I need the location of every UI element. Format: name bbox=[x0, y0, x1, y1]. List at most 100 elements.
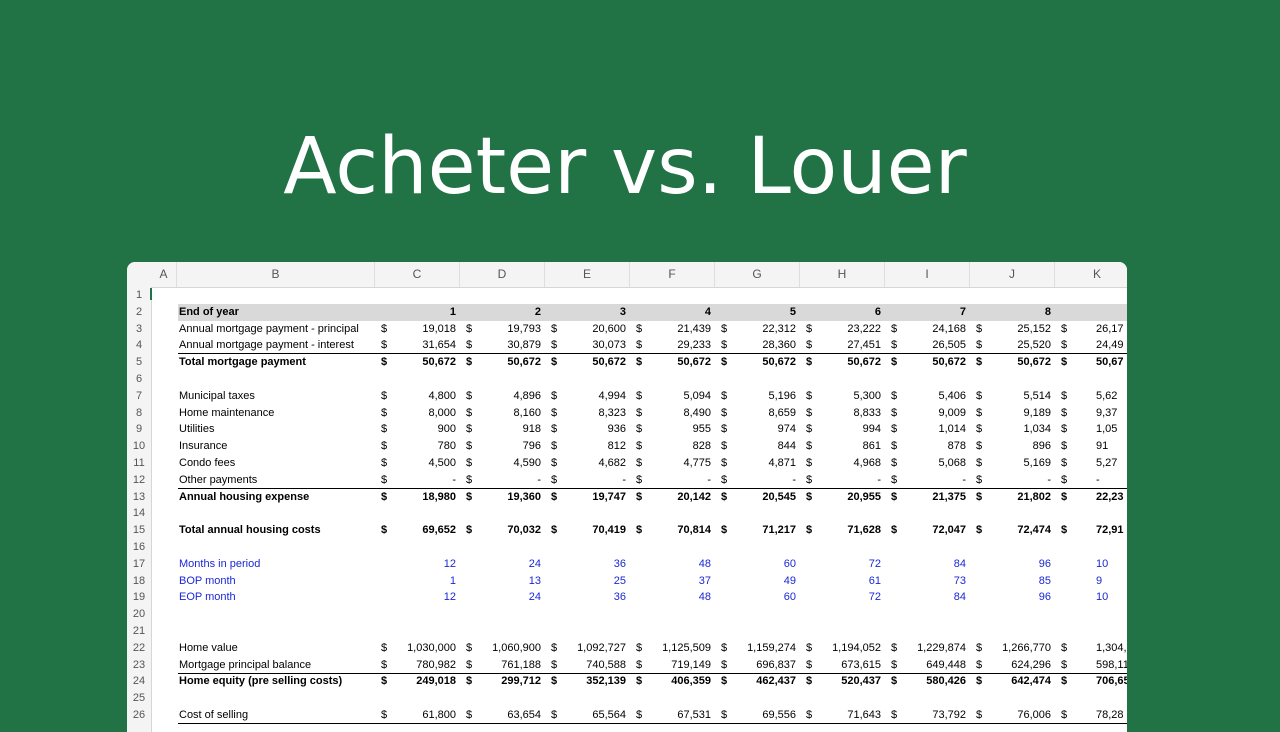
cell-value[interactable]: 12 bbox=[443, 591, 456, 604]
cell-value[interactable] bbox=[1069, 304, 1127, 321]
cell-value[interactable]: - bbox=[1047, 473, 1051, 486]
cell-value[interactable]: 896 bbox=[1032, 440, 1051, 453]
cell-value[interactable]: 22,23 bbox=[1096, 490, 1124, 503]
cell-value[interactable]: 8,323 bbox=[598, 406, 626, 419]
cell-value[interactable]: 27,451 bbox=[847, 339, 881, 352]
row-label[interactable]: BOP month bbox=[179, 574, 236, 587]
cell-value[interactable]: 29,233 bbox=[677, 339, 711, 352]
row-header-10[interactable]: 10 bbox=[132, 440, 146, 453]
cell-value[interactable]: 249,018 bbox=[416, 675, 456, 688]
row-label[interactable]: Insurance bbox=[179, 440, 228, 453]
column-header-d[interactable]: D bbox=[460, 262, 545, 287]
cell-value[interactable]: 1,060,900 bbox=[492, 641, 541, 654]
cell-value[interactable]: 50,672 bbox=[507, 356, 541, 369]
column-header-b[interactable]: B bbox=[177, 262, 375, 287]
row-header-14[interactable]: 14 bbox=[132, 507, 146, 520]
cell-value[interactable]: 19,360 bbox=[507, 490, 541, 503]
cell-value[interactable]: - bbox=[707, 473, 711, 486]
row-header-2[interactable]: 2 bbox=[135, 305, 143, 318]
cell-value[interactable]: 61,800 bbox=[422, 709, 456, 721]
cell-value[interactable]: 598,11 bbox=[1096, 658, 1127, 671]
row-label[interactable]: Annual mortgage payment - interest bbox=[179, 339, 354, 352]
cell-value[interactable]: 73,792 bbox=[932, 709, 966, 721]
cell-value[interactable]: 19,018 bbox=[422, 322, 456, 335]
cell-value[interactable]: 9 bbox=[1096, 574, 1103, 587]
row-label[interactable]: Annual housing expense bbox=[179, 490, 310, 503]
cell-value[interactable]: 25 bbox=[613, 574, 626, 587]
cell-value[interactable]: 37 bbox=[698, 574, 711, 587]
cell-value[interactable]: 50,672 bbox=[932, 356, 966, 369]
cell-value[interactable]: 28,360 bbox=[762, 339, 796, 352]
row-header-9[interactable]: 9 bbox=[135, 423, 143, 436]
cell-value[interactable]: 520,437 bbox=[841, 675, 881, 688]
row-label[interactable]: Total annual housing costs bbox=[179, 524, 321, 537]
row-header-18[interactable]: 18 bbox=[132, 574, 146, 587]
cell-value[interactable]: 63,654 bbox=[507, 709, 541, 721]
cell-value[interactable]: 50,672 bbox=[847, 356, 881, 369]
cell-value[interactable]: 10 bbox=[1096, 591, 1109, 604]
cell-value[interactable]: 5,27 bbox=[1096, 457, 1118, 469]
cell-value[interactable]: 649,448 bbox=[926, 658, 966, 671]
column-header-k[interactable]: K bbox=[1055, 262, 1127, 287]
row-label[interactable]: Condo fees bbox=[179, 457, 236, 469]
cell-value[interactable]: 30,073 bbox=[592, 339, 626, 352]
cell-value[interactable]: 4,968 bbox=[853, 457, 881, 469]
cell-value[interactable]: 5 bbox=[789, 305, 796, 318]
cell-value[interactable]: 761,188 bbox=[501, 658, 541, 671]
cell-value[interactable]: 1,092,727 bbox=[577, 641, 626, 654]
cell-value[interactable]: 25,520 bbox=[1017, 339, 1051, 352]
cell-value[interactable]: 780 bbox=[437, 440, 456, 453]
cell-value[interactable]: 1,159,274 bbox=[747, 641, 796, 654]
row-label[interactable]: Other payments bbox=[179, 473, 258, 486]
cell-value[interactable]: 974 bbox=[777, 423, 796, 436]
cell-value[interactable]: - bbox=[877, 473, 881, 486]
cell-value[interactable]: 5,068 bbox=[938, 457, 966, 469]
cell-value[interactable]: 60 bbox=[783, 591, 796, 604]
cell-value[interactable]: 8,490 bbox=[683, 406, 711, 419]
row-header-13[interactable]: 13 bbox=[132, 490, 146, 503]
row-header-4[interactable]: 4 bbox=[135, 339, 143, 352]
cell-value[interactable]: 20,545 bbox=[762, 490, 796, 503]
cell-value[interactable]: 4,800 bbox=[428, 389, 456, 402]
cell-value[interactable]: 12 bbox=[443, 557, 456, 570]
column-header-i[interactable]: I bbox=[885, 262, 970, 287]
cell-value[interactable]: 84 bbox=[953, 557, 966, 570]
cell-value[interactable]: 50,672 bbox=[422, 356, 456, 369]
row-header-15[interactable]: 15 bbox=[132, 524, 146, 537]
cell-value[interactable]: 24,49 bbox=[1096, 339, 1124, 352]
cell-value[interactable]: 696,837 bbox=[756, 658, 796, 671]
cell-value[interactable]: 4,682 bbox=[598, 457, 626, 469]
cell-value[interactable]: 642,474 bbox=[1011, 675, 1051, 688]
cell-value[interactable]: 4,590 bbox=[513, 457, 541, 469]
cell-value[interactable]: 796 bbox=[522, 440, 541, 453]
cell-value[interactable]: 72,91 bbox=[1096, 524, 1124, 537]
cell-value[interactable]: 4,896 bbox=[513, 389, 541, 402]
cell-value[interactable]: 22,312 bbox=[762, 322, 796, 335]
cell-value[interactable]: 1,266,770 bbox=[1002, 641, 1051, 654]
row-label[interactable]: Utilities bbox=[179, 423, 215, 436]
row-header-5[interactable]: 5 bbox=[135, 356, 143, 369]
cell-value[interactable]: 61 bbox=[868, 574, 881, 587]
row-header-6[interactable]: 6 bbox=[135, 373, 143, 385]
cell-value[interactable]: 50,67 bbox=[1096, 356, 1124, 369]
row-header-23[interactable]: 23 bbox=[132, 658, 146, 671]
row-header-8[interactable]: 8 bbox=[135, 406, 143, 419]
cell-value[interactable]: 8,000 bbox=[428, 406, 456, 419]
row-label[interactable]: Mortgage principal balance bbox=[179, 658, 312, 671]
cell-value[interactable]: 50,672 bbox=[677, 356, 711, 369]
cell-value[interactable]: 4,500 bbox=[428, 457, 456, 469]
cell-value[interactable]: 70,032 bbox=[507, 524, 541, 537]
cell-value[interactable]: 48 bbox=[698, 557, 711, 570]
cell-value[interactable]: 72,047 bbox=[932, 524, 966, 537]
cell-value[interactable]: 673,615 bbox=[841, 658, 881, 671]
cell-value[interactable]: 4,994 bbox=[598, 389, 626, 402]
cell-value[interactable]: 406,359 bbox=[671, 675, 711, 688]
cell-value[interactable]: - bbox=[537, 473, 541, 486]
cell-value[interactable]: 740,588 bbox=[586, 658, 626, 671]
cell-value[interactable]: 72 bbox=[868, 557, 881, 570]
cell-value[interactable]: 5,406 bbox=[938, 389, 966, 402]
row-header-21[interactable]: 21 bbox=[132, 625, 146, 637]
cell-value[interactable]: 30,879 bbox=[507, 339, 541, 352]
cell-value[interactable]: 936 bbox=[607, 423, 626, 436]
cell-value[interactable]: 13 bbox=[528, 574, 541, 587]
